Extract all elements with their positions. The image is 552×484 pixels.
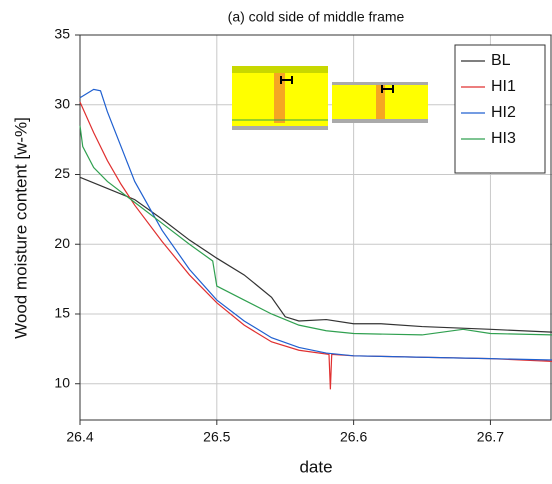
y-tick-label: 20 [54,235,70,251]
data-line [79,125,552,336]
x-tick-label: 26.4 [66,429,93,445]
x-axis-label: date [299,457,332,476]
plot-frame [79,34,552,421]
y-tick-label: 10 [54,374,70,390]
inset-diagram [232,66,428,130]
chart-title: (a) cold side of middle frame [228,9,405,25]
data-line [79,176,552,333]
legend-box [454,44,546,174]
legend-label: HI2 [491,104,516,121]
legend-label: BL [491,52,511,69]
x-tick-label: 26.5 [203,429,230,445]
y-tick-label: 35 [54,26,70,42]
x-tick-label: 26.6 [340,429,367,445]
legend-label: HI1 [491,78,516,95]
y-tick-label: 25 [54,165,70,181]
y-axis-label: Wood moisture content [w-%] [11,117,30,339]
x-tick-label: 26.7 [477,429,504,445]
plot-area: 10 15 20 25 30 35 26.4 26.5 26.6 26.7 BL HI1 HI2 HI3 [54,26,552,445]
legend-label: HI3 [491,130,516,147]
data-line [79,88,552,361]
y-tick-label: 30 [54,95,70,111]
y-tick-label: 15 [54,305,70,321]
